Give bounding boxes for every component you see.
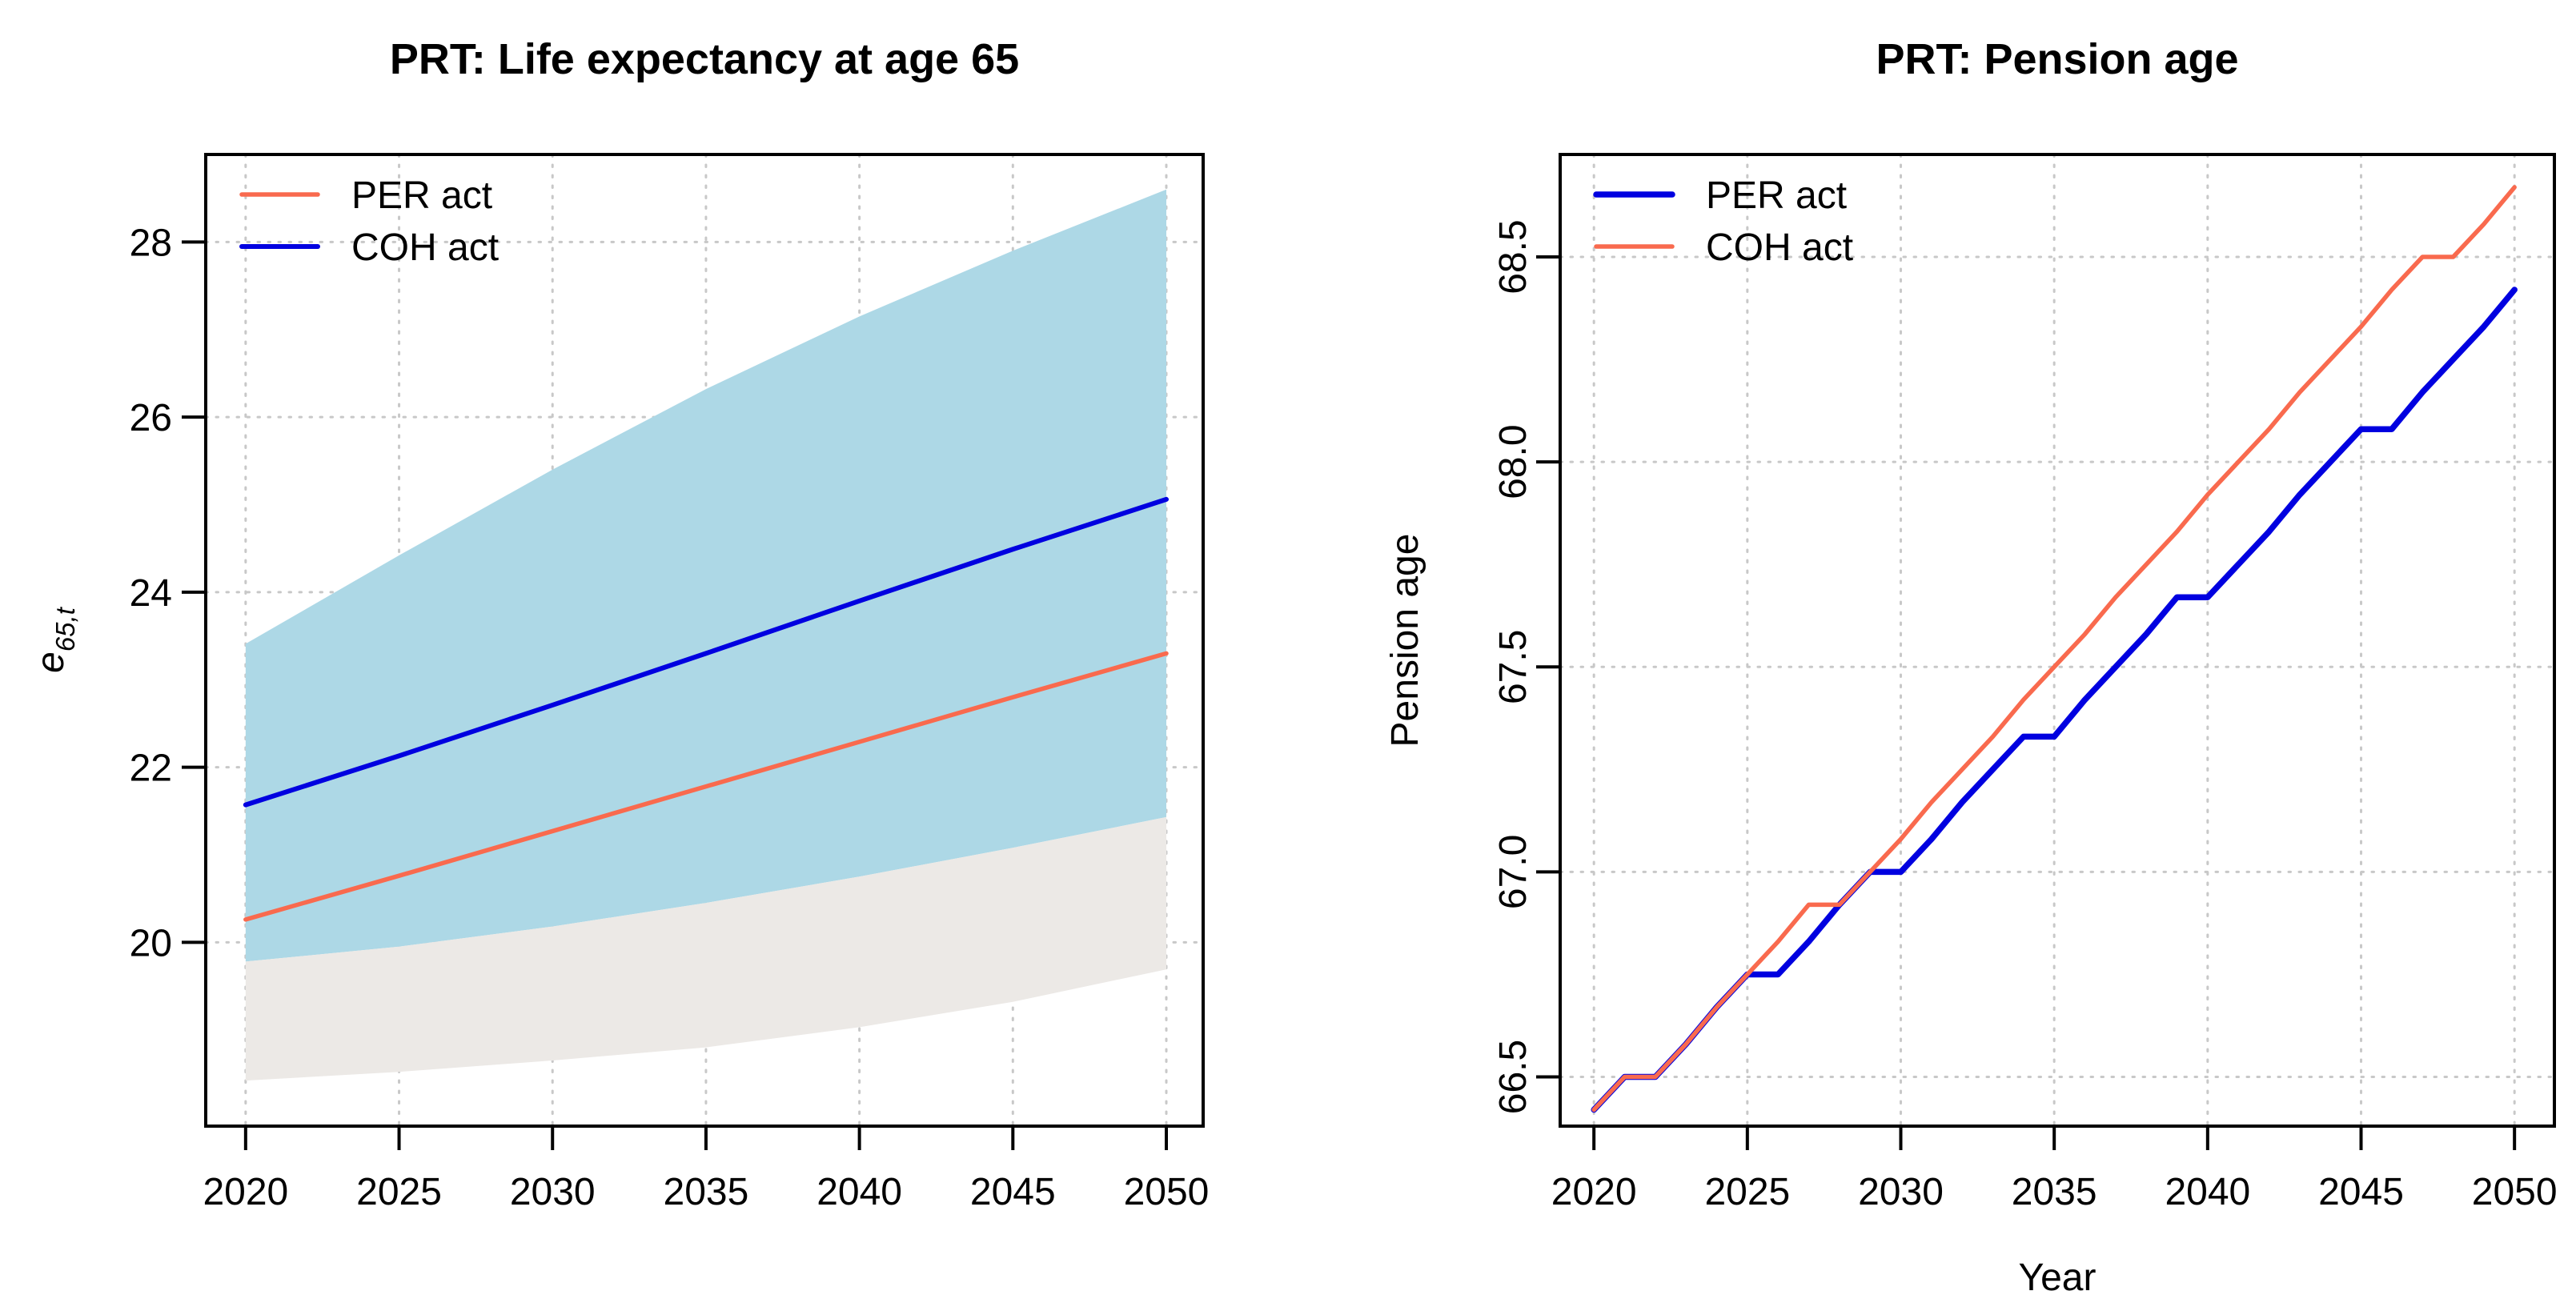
y-tick-label: 22 — [130, 748, 172, 790]
x-tick-label: 2025 — [356, 1171, 442, 1213]
x-tick-label: 2020 — [1551, 1171, 1637, 1213]
x-tick-label: 2025 — [1704, 1171, 1790, 1213]
chart-pension-age: 2020 2025 2030 2035 2040 2045 2050 66.5 67.0 67.5… — [1384, 35, 2558, 1299]
y-tick-label: 68.0 — [1492, 424, 1535, 499]
y-tick-label: 67.0 — [1492, 835, 1535, 909]
y-tick-label: 68.5 — [1492, 219, 1535, 294]
x-tick-label: 2020 — [203, 1171, 288, 1213]
y-axis-label: e65,t — [30, 606, 80, 673]
y-tick-label: 24 — [130, 572, 172, 615]
x-tick-label: 2030 — [1858, 1171, 1944, 1213]
x-tick-label: 2035 — [2012, 1171, 2097, 1213]
chart-title: PRT: Pension age — [1876, 35, 2238, 83]
y-tick-label: 26 — [130, 397, 172, 439]
y-tick-label: 28 — [130, 222, 172, 264]
x-tick-label: 2045 — [970, 1171, 1056, 1213]
x-tick-label: 2045 — [2318, 1171, 2404, 1213]
legend-label: PER act — [351, 174, 492, 217]
y-tick-label: 66.5 — [1492, 1040, 1535, 1114]
x-axis-label: Year — [2019, 1257, 2097, 1299]
chart-life-expectancy: 2020 2025 2030 2035 2040 2045 2050 20 22 24 26 28 PR… — [30, 35, 1210, 1213]
y-tick-label: 67.5 — [1492, 630, 1535, 704]
chart-title: PRT: Life expectancy at age 65 — [390, 35, 1019, 83]
legend-label: PER act — [1706, 174, 1847, 217]
legend-label: COH act — [351, 227, 499, 269]
series-line-coh-act — [1591, 185, 2517, 1113]
x-tick-label: 2050 — [1124, 1171, 1210, 1213]
fan-band-outer — [245, 816, 1166, 1081]
y-tick-label: 20 — [130, 922, 172, 964]
x-tick-label: 2050 — [2472, 1171, 2558, 1213]
x-tick-label: 2040 — [817, 1171, 902, 1213]
y-axis-label: Pension age — [1384, 534, 1426, 748]
x-tick-label: 2035 — [664, 1171, 749, 1213]
x-tick-label: 2030 — [510, 1171, 596, 1213]
series-line-coh-act — [243, 496, 1169, 808]
plot-box — [1559, 153, 2556, 1128]
series-line-per-act — [243, 651, 1169, 922]
legend-label: COH act — [1706, 227, 1853, 269]
x-tick-label: 2040 — [2165, 1171, 2250, 1213]
fan-band-inner — [245, 189, 1166, 962]
